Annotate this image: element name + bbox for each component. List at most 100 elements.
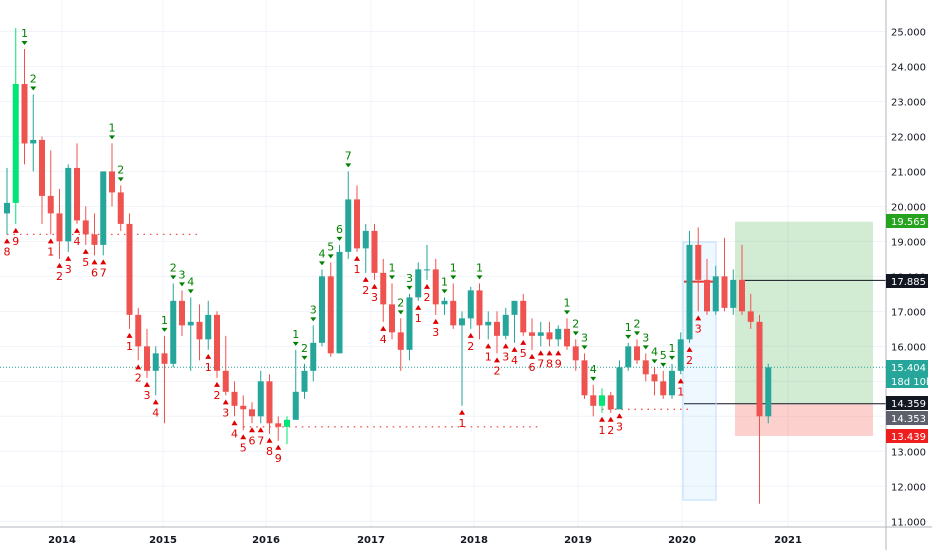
td-buy-arrow (109, 135, 115, 140)
td-sell-arrow (56, 262, 63, 268)
candle-body (660, 381, 667, 396)
candle-body (284, 419, 290, 427)
td-sell-arrow (266, 437, 273, 443)
td-sell-count: 1 (677, 385, 684, 398)
td-sell-count: 4 (380, 333, 387, 346)
candle-body (82, 220, 89, 235)
td-sell-arrow (144, 381, 150, 387)
y-tick-label: 22.000 (891, 132, 926, 143)
td-buy-arrow (336, 236, 343, 241)
td-buy-arrow (660, 362, 667, 367)
candle-body (266, 381, 273, 424)
td-sell-arrow (152, 399, 159, 405)
td-buy-arrow (642, 345, 649, 350)
candle-body (686, 244, 693, 340)
td-buy-count: 3 (642, 331, 649, 344)
td-buy-arrow (327, 254, 334, 259)
price-tag (886, 274, 928, 288)
td-sell-count: 1 (126, 340, 133, 353)
td-sell-count: 2 (56, 270, 63, 283)
td-buy-count: 1 (441, 275, 448, 288)
td-buy-count: 2 (634, 317, 641, 330)
td-buy-arrow (450, 275, 457, 280)
price-tag (886, 360, 928, 374)
td-buy-count: 5 (327, 240, 334, 253)
td-sell-count: 1 (205, 361, 212, 374)
td-buy-arrow (170, 275, 177, 280)
candle-body (502, 314, 509, 336)
td-sell-count: 3 (695, 322, 702, 335)
candle-body (747, 311, 754, 322)
candle-body (756, 321, 763, 417)
y-tick-label: 11.000 (891, 517, 926, 528)
td-sell-arrow (485, 343, 492, 349)
td-buy-arrow (389, 275, 395, 280)
td-buy-count: 3 (581, 331, 588, 344)
candle-body (65, 167, 72, 242)
td-sell-arrow (91, 259, 98, 265)
candle-body (319, 276, 325, 343)
candle-body (642, 360, 649, 375)
td-sell-arrow (415, 304, 422, 310)
price-tag-label: 17.885 (891, 277, 926, 288)
td-sell-arrow (214, 381, 220, 387)
td-sell-count: 1 (354, 263, 361, 276)
price-tag (886, 214, 928, 228)
td-buy-arrow (581, 345, 588, 350)
td-sell-count: 5 (240, 441, 247, 454)
td-sell-arrow (511, 346, 518, 352)
candle-body (240, 405, 247, 410)
price-tag (886, 411, 928, 425)
candle-body (30, 139, 37, 144)
candle-body (511, 300, 518, 315)
td-buy-count: 4 (590, 363, 597, 376)
td-sell-count: 1 (599, 424, 606, 437)
candle-body (651, 374, 658, 382)
candle-body (424, 269, 430, 271)
td-sell-arrow (677, 378, 684, 384)
td-sell-arrow (126, 332, 133, 338)
td-buy-count: 3 (406, 272, 413, 285)
y-tick-label: 19.000 (891, 237, 926, 248)
candle-body (712, 276, 719, 312)
candle-body (336, 251, 343, 354)
candle-body (257, 381, 264, 417)
td-buy-count: 2 (397, 296, 404, 309)
candle-body (485, 321, 492, 326)
candle-body (397, 332, 404, 350)
candle-body (354, 199, 360, 249)
td-buy-arrow (292, 341, 299, 346)
td-sell-count: 9 (555, 357, 562, 370)
td-sell-arrow (494, 357, 500, 363)
td-sell-count: 1 (415, 312, 422, 325)
candle-body (362, 230, 369, 249)
candle-body (47, 195, 54, 214)
x-tick-label: 2016 (252, 535, 280, 546)
candle-body (91, 234, 98, 245)
candle-body (222, 370, 229, 392)
candle-body (12, 83, 19, 203)
price-tag-label: 18d 10h (891, 377, 932, 388)
x-tick-label: 2014 (48, 535, 76, 546)
candle-body (520, 300, 527, 333)
candle-body (249, 409, 255, 417)
td-sell-arrow (249, 427, 255, 433)
y-tick-label: 25.000 (891, 27, 926, 38)
td-buy-arrow (187, 289, 194, 294)
td-buy-arrow (310, 317, 317, 322)
candle-body (441, 300, 448, 305)
candle-body (4, 202, 10, 214)
td-buy-arrow (30, 86, 37, 91)
td-buy-count: 2 (30, 72, 37, 85)
td-sell-count: 5 (520, 347, 527, 360)
td-sell-arrow (222, 399, 229, 405)
x-tick-label: 2018 (460, 535, 488, 546)
td-sell-arrow (467, 332, 474, 338)
td-buy-arrow (301, 355, 308, 360)
td-buy-count: 4 (651, 345, 658, 358)
candle-body (205, 314, 212, 340)
td-sell-count: 7 (100, 266, 107, 279)
td-buy-arrow (651, 359, 658, 364)
